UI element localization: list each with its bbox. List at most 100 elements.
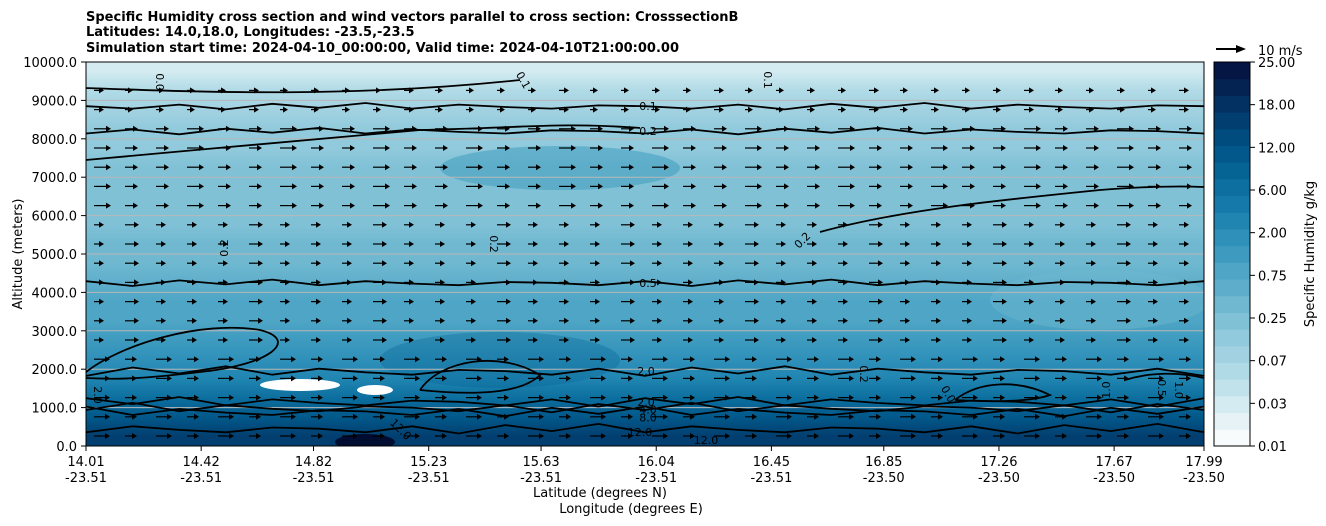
- wind-vector-head: [936, 221, 941, 228]
- colorbar: [1214, 62, 1250, 447]
- contour-line: [1124, 372, 1204, 381]
- contour-line: [819, 185, 1204, 233]
- wind-vector-head: [629, 125, 634, 132]
- wind-vector-head: [1058, 106, 1063, 113]
- wind-vector-head: [167, 433, 172, 439]
- x-tick-label-lat: 14.01: [67, 455, 104, 470]
- wind-vector-head: [905, 298, 910, 305]
- wind-vector-head: [192, 241, 197, 247]
- wind-vector-head: [719, 337, 724, 343]
- wind-vector-head: [630, 317, 635, 324]
- wind-vector-head: [1063, 125, 1068, 132]
- wind-vector-head: [258, 221, 263, 228]
- wind-vector-head: [571, 125, 576, 132]
- wind-vector-head: [1035, 413, 1040, 420]
- wind-vector-head: [471, 260, 476, 267]
- wind-vector-head: [752, 394, 757, 401]
- wind-vector-head: [752, 413, 757, 420]
- x-tick-label-lon: -23.51: [750, 471, 792, 486]
- wind-vector-head: [161, 317, 166, 324]
- wind-vector-head: [595, 260, 600, 267]
- wind-vector-head: [350, 145, 355, 151]
- wind-vector-head: [539, 433, 544, 439]
- wind-vector-head: [471, 241, 476, 247]
- wind-vector-head: [536, 202, 541, 209]
- wind-vector-head: [1000, 356, 1005, 363]
- wind-vector-head: [905, 221, 910, 228]
- wind-vector-head: [850, 145, 855, 151]
- wind-vector-head: [878, 221, 883, 228]
- wind-vector-head: [843, 317, 848, 324]
- wind-vector-head: [812, 279, 817, 286]
- wind-vector-head: [412, 202, 417, 209]
- wind-vector-head: [1036, 145, 1041, 151]
- wind-vector-head: [849, 394, 854, 401]
- wind-vector-head: [258, 317, 263, 324]
- wind-vector-head: [757, 202, 762, 209]
- wind-vector-head: [601, 433, 606, 439]
- wind-vector-head: [164, 164, 169, 171]
- wind-vector-head: [533, 298, 538, 305]
- wind-vector-head: [967, 298, 972, 305]
- wind-vector-head: [1060, 279, 1065, 286]
- wind-vector-head: [99, 106, 104, 113]
- wind-vector-head: [285, 241, 290, 247]
- wind-vector-head: [1156, 202, 1161, 209]
- wind-vector-head: [533, 221, 538, 228]
- wind-vector-head: [539, 394, 544, 401]
- wind-vector-head: [663, 394, 668, 401]
- wind-vector-head: [380, 433, 385, 439]
- wind-vector-head: [936, 298, 941, 305]
- wind-vector-head: [757, 164, 762, 171]
- wind-vector-head: [99, 279, 104, 286]
- x-axis: 14.01-23.5114.42-23.5114.82-23.5115.23-2…: [65, 446, 1225, 486]
- colorbar-segment: [1214, 62, 1250, 80]
- wind-vector-head: [1184, 87, 1189, 94]
- wind-vector-head: [469, 87, 474, 94]
- wind-vector-head: [878, 298, 883, 305]
- x-tick-label-lat: 15.63: [522, 455, 559, 470]
- wind-vector-head: [443, 164, 448, 171]
- wind-vector-head: [192, 298, 197, 305]
- wind-vector-head: [440, 221, 445, 228]
- wind-vector-head: [876, 375, 881, 382]
- wind-vector-head: [657, 241, 662, 247]
- wind-vector-head: [810, 87, 815, 94]
- wind-vector-head: [748, 87, 753, 94]
- colorbar-segment: [1214, 279, 1250, 297]
- colorbar-segment: [1214, 178, 1250, 197]
- wind-vector-head: [1097, 375, 1102, 382]
- wind-vector-head: [877, 183, 882, 190]
- colorbar-segment: [1214, 295, 1250, 313]
- wind-vector-head: [415, 375, 420, 382]
- wind-vector-head: [132, 375, 137, 382]
- wind-vector-head: [199, 125, 204, 132]
- wind-vector-head: [663, 413, 668, 420]
- wind-vector-head: [1129, 125, 1134, 132]
- wind-vector-head: [784, 202, 789, 209]
- wind-vector-head: [1186, 433, 1191, 439]
- wind-vector-head: [943, 145, 948, 151]
- wind-vector-head: [221, 106, 226, 113]
- wind-vector-head: [167, 356, 172, 363]
- wind-vector-head: [564, 87, 569, 94]
- wind-vector-head: [1126, 317, 1131, 324]
- wind-vector-head: [347, 221, 352, 228]
- wind-vector-head: [226, 145, 231, 151]
- wind-vector-head: [903, 106, 908, 113]
- wind-vector-head: [285, 221, 290, 228]
- wind-vector-head: [167, 413, 172, 420]
- wind-vector-head: [566, 413, 571, 420]
- wind-vector-head: [106, 164, 111, 171]
- wind-vector-head: [1129, 164, 1134, 171]
- contour-line: [86, 401, 1204, 414]
- wind-vector-head: [194, 433, 199, 439]
- wind-vector-head: [564, 221, 569, 228]
- wind-vector-head: [1159, 413, 1164, 420]
- wind-vector-head: [1001, 125, 1006, 132]
- wind-vector-head: [226, 202, 231, 209]
- contour-line: [86, 124, 641, 161]
- wind-vector-head: [533, 241, 538, 247]
- wind-vector-head: [194, 394, 199, 401]
- wind-vector-head: [1097, 356, 1102, 363]
